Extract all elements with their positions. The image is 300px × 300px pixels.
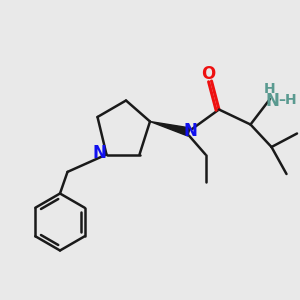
Text: N: N <box>184 122 197 140</box>
Text: N: N <box>266 92 279 110</box>
Text: O: O <box>201 65 216 83</box>
Text: –H: –H <box>278 94 297 107</box>
Text: H: H <box>264 82 276 96</box>
Polygon shape <box>150 122 190 136</box>
Text: N: N <box>93 144 107 162</box>
